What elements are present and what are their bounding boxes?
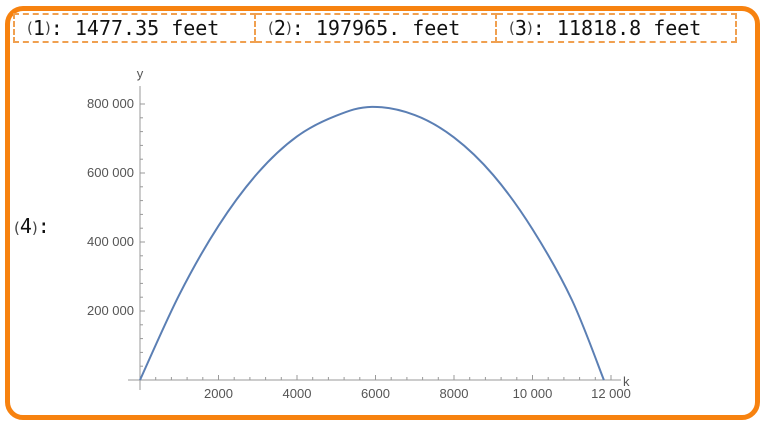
result-index: 1 [32, 16, 45, 40]
result-colon: : [532, 16, 557, 40]
result-paren: ) [285, 19, 292, 37]
x-tick-label: 12 000 [591, 386, 631, 401]
result-value: 197965. feet [315, 16, 461, 40]
results-row: (1): 1477.35 feet (2): 197965. feet (3):… [13, 13, 737, 43]
x-tick-label: 8000 [440, 386, 469, 401]
result-paren: ) [526, 19, 533, 37]
result-colon: : [291, 16, 316, 40]
result-index: 2 [273, 16, 286, 40]
result-paren: ( [14, 219, 20, 237]
x-axis-title: k [623, 374, 630, 389]
y-axis-title: y [137, 66, 144, 81]
result-cell-3[interactable]: (3): 11818.8 feet [497, 13, 737, 43]
result-colon: : [50, 16, 75, 40]
plot-output-label: (4): [14, 214, 50, 238]
result-cell-2[interactable]: (2): 197965. feet [256, 13, 497, 43]
y-tick-label: 600 000 [87, 165, 134, 180]
result-index: 3 [514, 16, 527, 40]
y-tick-label: 200 000 [87, 303, 134, 318]
result-paren: ( [509, 19, 515, 37]
result-paren: ) [31, 219, 38, 237]
x-tick-label: 10 000 [513, 386, 553, 401]
result-paren: ( [27, 19, 33, 37]
x-tick-label: 2000 [204, 386, 233, 401]
result-value: 1477.35 feet [74, 16, 220, 40]
result-value: 11818.8 feet [556, 16, 702, 40]
y-tick-label: 400 000 [87, 234, 134, 249]
series-line-0 [139, 105, 605, 381]
result-paren: ) [44, 19, 51, 37]
x-tick-label: 4000 [283, 386, 312, 401]
result-colon: : [37, 214, 50, 238]
result-cell-1[interactable]: (1): 1477.35 feet [13, 13, 256, 43]
y-tick-label: 800 000 [87, 96, 134, 111]
x-tick-label: 6000 [361, 386, 390, 401]
output-frame [5, 6, 760, 420]
result-paren: ( [268, 19, 274, 37]
result-index: 4 [19, 214, 32, 238]
